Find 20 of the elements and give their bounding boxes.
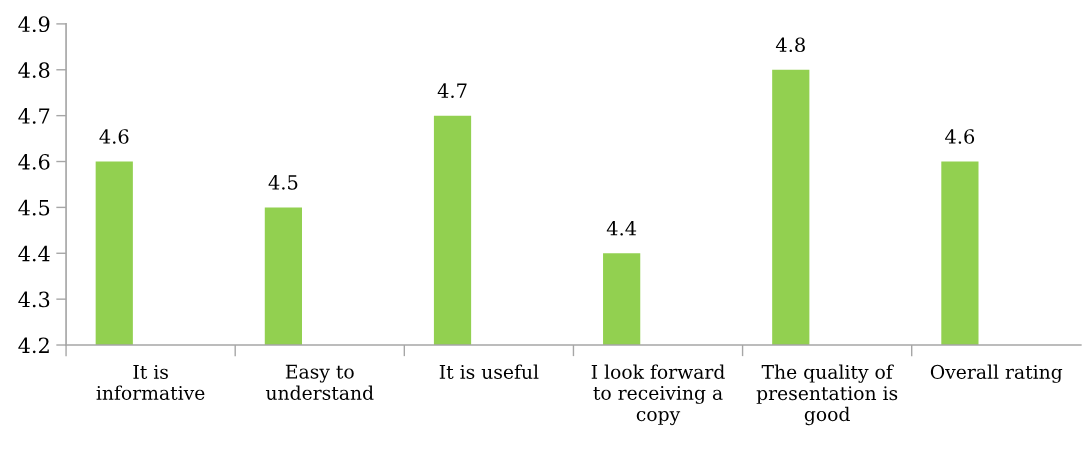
x-tick-label: The quality of presentation is good bbox=[756, 364, 898, 426]
x-tick-label: Easy to understand bbox=[265, 364, 374, 400]
y-tick-label: 4.5 bbox=[18, 199, 50, 216]
y-tick-label: 4.9 bbox=[18, 16, 50, 33]
y-tick-label: 4.6 bbox=[18, 153, 50, 170]
y-tick-label: 4.2 bbox=[18, 337, 49, 354]
x-tick-label: Overall rating bbox=[930, 364, 1063, 383]
data-label: 4.7 bbox=[437, 83, 467, 98]
y-tick-label: 4.8 bbox=[18, 62, 50, 78]
data-label: 4.6 bbox=[99, 129, 129, 144]
y-tick-label: 4.3 bbox=[18, 291, 50, 308]
data-label: 4.8 bbox=[775, 37, 805, 53]
data-label: 4.6 bbox=[945, 129, 975, 144]
x-tick-label: I look forward to receiving a copy bbox=[591, 364, 725, 426]
x-tick-label: It is informative bbox=[96, 364, 205, 400]
x-tick-label: It is useful bbox=[439, 364, 539, 379]
data-label: 4.4 bbox=[606, 220, 637, 236]
data-label: 4.5 bbox=[268, 175, 298, 190]
y-tick-label: 4.4 bbox=[18, 245, 50, 262]
y-tick-label: 4.7 bbox=[18, 108, 50, 124]
